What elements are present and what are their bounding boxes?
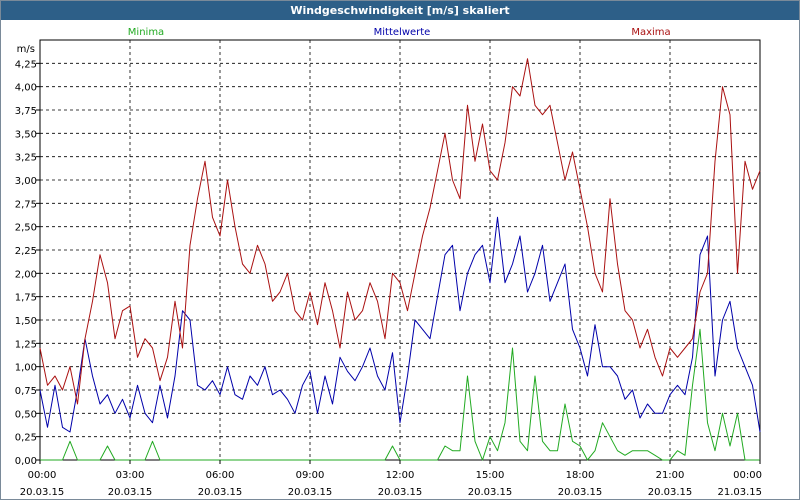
y-tick-label: 1,00 — [15, 363, 37, 374]
legend-maxima: Maxima — [631, 27, 670, 38]
y-tick-label: 3,75 — [15, 106, 37, 117]
legend-mittelwerte: Mittelwerte — [374, 27, 431, 38]
series-line-mittelwerte — [39, 216, 761, 433]
series-line-maxima — [39, 58, 761, 405]
x-tick-label-date: 20.03.15 — [20, 487, 65, 498]
x-tick-label-date: 21.03.15 — [717, 487, 762, 498]
x-tick-label-date: 20.03.15 — [198, 487, 243, 498]
y-tick-label: 2,75 — [15, 199, 37, 210]
x-tick-label-time: 09:00 — [296, 470, 325, 481]
x-tick-label-date: 20.03.15 — [288, 487, 333, 498]
y-tick-label: 0,50 — [15, 409, 37, 420]
y-tick-label: 2,50 — [15, 223, 37, 234]
x-tick-label-time: 00:00 — [28, 470, 57, 481]
x-tick-label-time: 06:00 — [206, 470, 235, 481]
legend-minima: Minima — [128, 27, 164, 38]
y-tick-label: 1,50 — [15, 316, 37, 327]
x-tick-label-date: 20.03.15 — [108, 487, 153, 498]
x-axis-ticks: 00:00 20.03.15 03:00 20.03.15 06:00 20.03.15 0… — [20, 460, 762, 498]
x-tick-label-time: 18:00 — [566, 470, 595, 481]
x-tick-label-date: 20.03.15 — [648, 487, 693, 498]
y-tick-label: 2,00 — [15, 269, 37, 280]
y-tick-label: 1,25 — [15, 339, 37, 350]
x-tick-label-date: 20.03.15 — [378, 487, 423, 498]
y-tick-label: 3,25 — [15, 153, 37, 164]
x-tick-label-time: 00:00 — [733, 470, 762, 481]
y-tick-label: 3,50 — [15, 129, 37, 140]
y-tick-label: 1,75 — [15, 293, 37, 304]
x-tick-label-date: 20.03.15 — [558, 487, 603, 498]
y-tick-label: 0,25 — [15, 433, 37, 444]
y-tick-label: 4,00 — [15, 83, 37, 94]
y-axis-unit-label: m/s — [17, 44, 35, 55]
y-axis-ticks: 0,00 0,25 0,50 0,75 1,00 1,25 1,50 1,75 2,00 2,25… — [15, 59, 40, 467]
y-tick-label: 0,75 — [15, 386, 37, 397]
y-tick-label: 0,00 — [15, 456, 37, 467]
x-tick-label-time: 15:00 — [476, 470, 505, 481]
x-tick-label-time: 21:00 — [656, 470, 685, 481]
window-title: Windgeschwindigkeit [m/s] skaliert — [1, 1, 799, 20]
x-tick-label-time: 03:00 — [116, 470, 145, 481]
y-tick-label: 3,00 — [15, 176, 37, 187]
grid-lines — [40, 40, 760, 460]
x-tick-label-time: 12:00 — [386, 470, 415, 481]
y-tick-label: 2,25 — [15, 246, 37, 257]
y-tick-label: 4,25 — [15, 59, 37, 70]
x-tick-label-date: 20.03.15 — [468, 487, 513, 498]
